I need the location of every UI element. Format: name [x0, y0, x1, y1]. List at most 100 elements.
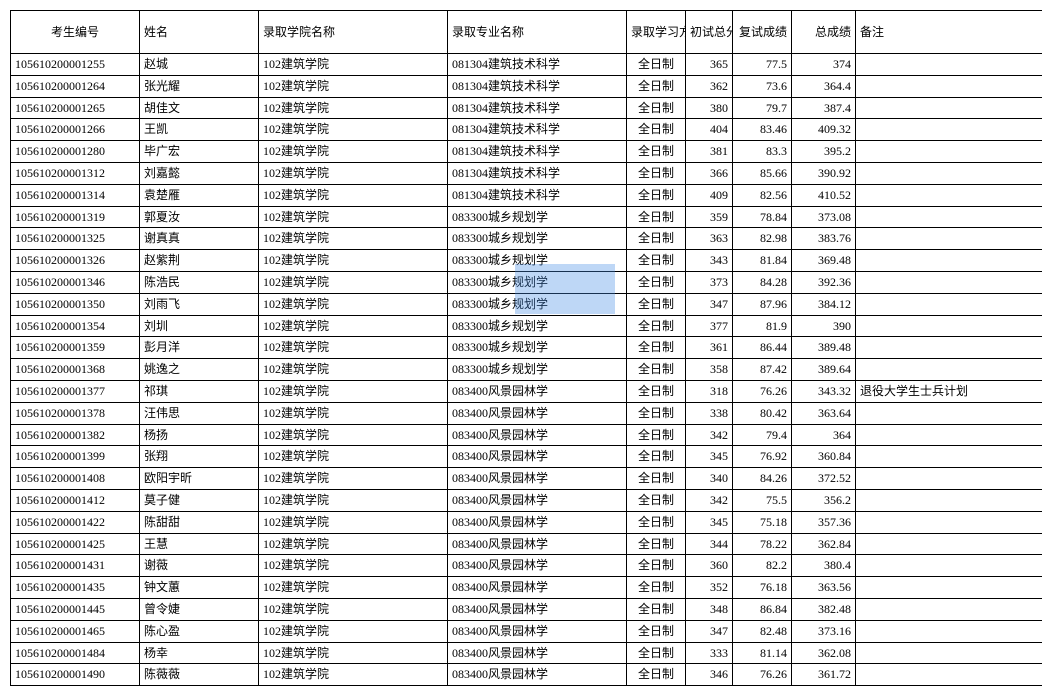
- cell-id: 105610200001445: [11, 598, 140, 620]
- cell-id: 105610200001412: [11, 489, 140, 511]
- cell-score1: 345: [686, 511, 733, 533]
- table-row: 105610200001314袁楚雁102建筑学院081304建筑技术科学全日制…: [11, 184, 1042, 206]
- cell-major: 083400风景园林学: [448, 446, 627, 468]
- cell-score2: 85.66: [733, 162, 792, 184]
- cell-name: 刘圳: [140, 315, 259, 337]
- cell-major: 081304建筑技术科学: [448, 184, 627, 206]
- cell-score1: 346: [686, 664, 733, 686]
- cell-note: [856, 337, 1042, 359]
- table-row: 105610200001350刘雨飞102建筑学院083300城乡规划学全日制3…: [11, 293, 1042, 315]
- cell-college: 102建筑学院: [259, 598, 448, 620]
- cell-college: 102建筑学院: [259, 380, 448, 402]
- cell-major: 083400风景园林学: [448, 380, 627, 402]
- cell-mode: 全日制: [627, 664, 686, 686]
- cell-score2: 78.22: [733, 533, 792, 555]
- cell-score1: 363: [686, 228, 733, 250]
- cell-score2: 83.46: [733, 119, 792, 141]
- cell-mode: 全日制: [627, 402, 686, 424]
- cell-score2: 80.42: [733, 402, 792, 424]
- cell-id: 105610200001422: [11, 511, 140, 533]
- table-row: 105610200001445曾令婕102建筑学院083400风景园林学全日制3…: [11, 598, 1042, 620]
- cell-score2: 87.42: [733, 359, 792, 381]
- cell-total: 357.36: [792, 511, 856, 533]
- cell-id: 105610200001350: [11, 293, 140, 315]
- table-row: 105610200001265胡佳文102建筑学院081304建筑技术科学全日制…: [11, 97, 1042, 119]
- cell-total: 343.32: [792, 380, 856, 402]
- cell-major: 083400风景园林学: [448, 620, 627, 642]
- cell-major: 083400风景园林学: [448, 642, 627, 664]
- cell-total: 384.12: [792, 293, 856, 315]
- cell-major: 083400风景园林学: [448, 402, 627, 424]
- cell-total: 369.48: [792, 250, 856, 272]
- table-row: 105610200001280毕广宏102建筑学院081304建筑技术科学全日制…: [11, 141, 1042, 163]
- cell-score1: 318: [686, 380, 733, 402]
- table-row: 105610200001368姚逸之102建筑学院083300城乡规划学全日制3…: [11, 359, 1042, 381]
- cell-total: 392.36: [792, 271, 856, 293]
- cell-total: 382.48: [792, 598, 856, 620]
- table-head: 考生编号姓名录取学院名称录取专业名称录取学习方式初试总分复试成绩总成绩备注: [11, 11, 1042, 54]
- cell-name: 刘嘉懿: [140, 162, 259, 184]
- cell-name: 王慧: [140, 533, 259, 555]
- cell-score1: 342: [686, 489, 733, 511]
- cell-score1: 366: [686, 162, 733, 184]
- cell-mode: 全日制: [627, 141, 686, 163]
- cell-score2: 81.9: [733, 315, 792, 337]
- cell-mode: 全日制: [627, 424, 686, 446]
- cell-mode: 全日制: [627, 184, 686, 206]
- cell-college: 102建筑学院: [259, 228, 448, 250]
- cell-major: 081304建筑技术科学: [448, 54, 627, 76]
- cell-major: 083300城乡规划学: [448, 228, 627, 250]
- cell-score1: 404: [686, 119, 733, 141]
- header-id: 考生编号: [11, 11, 140, 54]
- cell-note: [856, 54, 1042, 76]
- cell-score2: 84.28: [733, 271, 792, 293]
- cell-id: 105610200001382: [11, 424, 140, 446]
- table-row: 105610200001326赵紫荆102建筑学院083300城乡规划学全日制3…: [11, 250, 1042, 272]
- cell-name: 莫子健: [140, 489, 259, 511]
- table-row: 105610200001346陈浩民102建筑学院083300城乡规划学全日制3…: [11, 271, 1042, 293]
- cell-note: [856, 293, 1042, 315]
- cell-score2: 75.18: [733, 511, 792, 533]
- cell-note: [856, 119, 1042, 141]
- cell-note: [856, 555, 1042, 577]
- cell-name: 郭夏汝: [140, 206, 259, 228]
- cell-id: 105610200001425: [11, 533, 140, 555]
- cell-major: 083400风景园林学: [448, 489, 627, 511]
- cell-major: 081304建筑技术科学: [448, 141, 627, 163]
- table-row: 105610200001399张翔102建筑学院083400风景园林学全日制34…: [11, 446, 1042, 468]
- table-row: 105610200001325谢真真102建筑学院083300城乡规划学全日制3…: [11, 228, 1042, 250]
- cell-score2: 78.84: [733, 206, 792, 228]
- cell-note: [856, 598, 1042, 620]
- table-row: 105610200001422陈甜甜102建筑学院083400风景园林学全日制3…: [11, 511, 1042, 533]
- cell-score2: 87.96: [733, 293, 792, 315]
- cell-note: [856, 577, 1042, 599]
- cell-score2: 82.98: [733, 228, 792, 250]
- cell-total: 390.92: [792, 162, 856, 184]
- cell-total: 390: [792, 315, 856, 337]
- cell-score1: 340: [686, 468, 733, 490]
- cell-note: [856, 642, 1042, 664]
- cell-score2: 82.56: [733, 184, 792, 206]
- cell-note: [856, 75, 1042, 97]
- cell-note: [856, 228, 1042, 250]
- cell-major: 083300城乡规划学: [448, 271, 627, 293]
- cell-total: 364: [792, 424, 856, 446]
- cell-college: 102建筑学院: [259, 206, 448, 228]
- table-row: 105610200001465陈心盈102建筑学院083400风景园林学全日制3…: [11, 620, 1042, 642]
- cell-score1: 409: [686, 184, 733, 206]
- cell-mode: 全日制: [627, 533, 686, 555]
- cell-major: 083400风景园林学: [448, 424, 627, 446]
- cell-id: 105610200001346: [11, 271, 140, 293]
- cell-name: 毕广宏: [140, 141, 259, 163]
- cell-name: 欧阳宇昕: [140, 468, 259, 490]
- cell-score1: 380: [686, 97, 733, 119]
- cell-college: 102建筑学院: [259, 141, 448, 163]
- cell-name: 刘雨飞: [140, 293, 259, 315]
- header-score2: 复试成绩: [733, 11, 792, 54]
- cell-mode: 全日制: [627, 380, 686, 402]
- cell-id: 105610200001265: [11, 97, 140, 119]
- cell-major: 083400风景园林学: [448, 555, 627, 577]
- cell-college: 102建筑学院: [259, 489, 448, 511]
- cell-major: 081304建筑技术科学: [448, 97, 627, 119]
- cell-mode: 全日制: [627, 598, 686, 620]
